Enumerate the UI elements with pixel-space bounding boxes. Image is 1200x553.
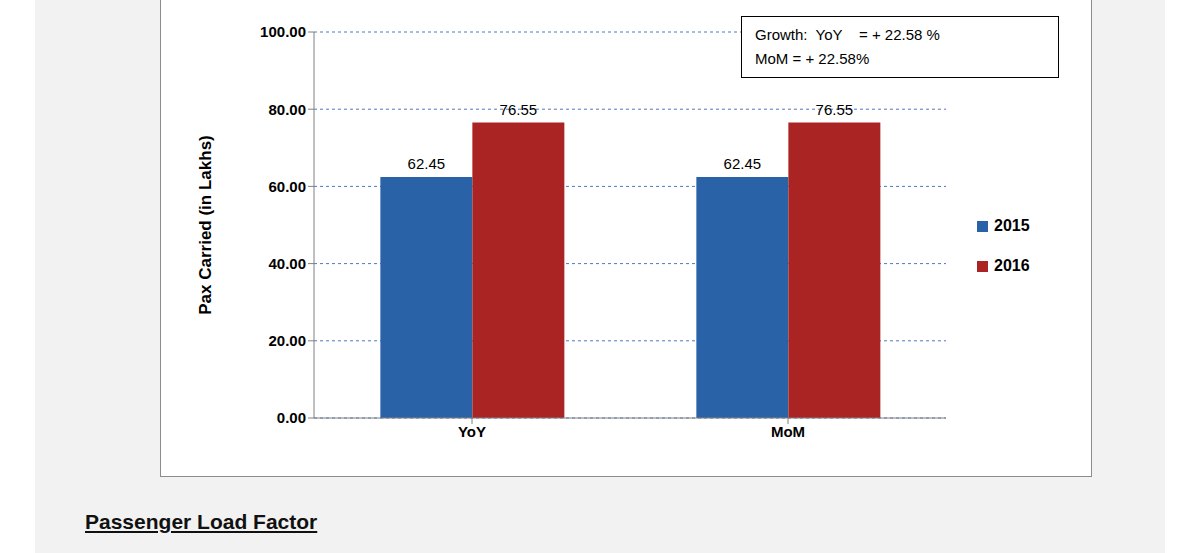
svg-text:MoM: MoM xyxy=(771,423,805,440)
svg-text:0.00: 0.00 xyxy=(277,409,306,426)
svg-text:62.45: 62.45 xyxy=(408,155,446,172)
html-text:2015: 2015 xyxy=(994,217,1030,234)
svg-text:40.00: 40.00 xyxy=(268,255,306,272)
html-text:Passenger Load Factor: Passenger Load Factor xyxy=(85,510,318,533)
svg-text:62.45: 62.45 xyxy=(724,155,762,172)
html-text:Pax Carried (in Lakhs): Pax Carried (in Lakhs) xyxy=(196,135,215,315)
svg-text:80.00: 80.00 xyxy=(268,101,306,118)
svg-text:76.55: 76.55 xyxy=(816,101,854,118)
svg-text:YoY: YoY xyxy=(458,423,486,440)
html-text:Growth: YoY = + 22.58 %: Growth: YoY = + 22.58 % xyxy=(755,26,940,43)
svg-text:100.00: 100.00 xyxy=(260,23,306,40)
html-text:MoM = + 22.58%: MoM = + 22.58% xyxy=(755,50,870,67)
svg-text:76.55: 76.55 xyxy=(500,101,538,118)
svg-text:20.00: 20.00 xyxy=(268,332,306,349)
html-text:2016: 2016 xyxy=(994,257,1030,274)
svg-text:60.00: 60.00 xyxy=(268,178,306,195)
